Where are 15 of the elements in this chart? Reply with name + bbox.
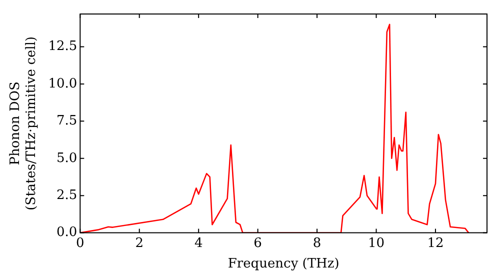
x-tick-label: 10 — [368, 236, 385, 251]
y-tick-label: 2.5 — [56, 188, 78, 203]
x-tick-label: 0 — [76, 236, 84, 251]
y-tick-label: 12.5 — [48, 39, 78, 54]
x-tick-label: 12 — [427, 236, 444, 251]
x-tick-label: 4 — [194, 236, 203, 251]
y-tick-label: 5.0 — [56, 150, 78, 166]
x-tick-label: 8 — [312, 236, 322, 251]
x-axis-title: Frequency (THz) — [228, 256, 340, 272]
x-tick-label: 6 — [254, 236, 262, 251]
y-axis-title: Phonon DOS (States/THz·primitive cell) — [8, 36, 39, 210]
y-tick-label: 10.0 — [48, 76, 78, 92]
x-tick-label: 2 — [135, 236, 144, 251]
y-tick-label: 0.0 — [56, 225, 78, 240]
y-tick-label: 7.5 — [56, 114, 78, 129]
